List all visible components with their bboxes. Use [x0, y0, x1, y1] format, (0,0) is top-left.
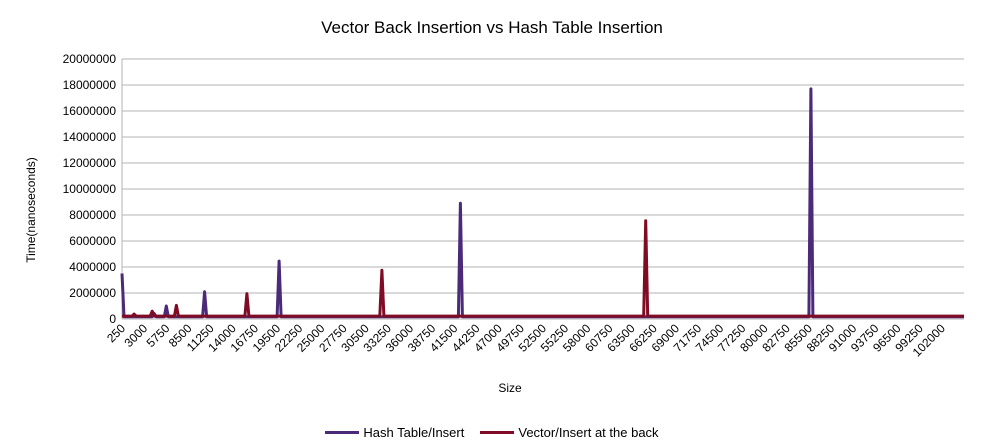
y-tick-label: 0: [109, 312, 116, 326]
x-tick-label: 5750: [144, 321, 173, 350]
y-tick-label: 8000000: [69, 208, 116, 222]
y-tick-label: 20000000: [63, 52, 117, 66]
series-line-1: [122, 219, 964, 318]
legend-swatch-vector: [480, 431, 515, 434]
y-tick-label: 4000000: [69, 260, 116, 274]
series-lines: [120, 87, 964, 319]
gridlines: [122, 58, 964, 294]
y-tick-label: 6000000: [69, 234, 116, 248]
legend: Hash Table/Insert Vector/Insert at the b…: [0, 425, 984, 440]
legend-swatch-hash-table: [325, 431, 360, 434]
x-tick-labels: 2503000575085001125014000167501950022250…: [104, 321, 948, 359]
y-tick-label: 14000000: [63, 130, 117, 144]
chart-title: Vector Back Insertion vs Hash Table Inse…: [321, 18, 663, 37]
y-tick-label: 18000000: [63, 78, 117, 92]
y-tick-label: 10000000: [63, 182, 117, 196]
series-line-0: [120, 87, 964, 319]
y-axis-label: Time(nanoseconds): [24, 157, 38, 263]
y-tick-label: 16000000: [63, 104, 117, 118]
legend-label-vector: Vector/Insert at the back: [518, 425, 659, 440]
x-tick-label: 3000: [121, 321, 150, 350]
y-tick-label: 12000000: [63, 156, 117, 170]
y-tick-labels: 0 2000000 4000000 6000000 8000000 10000000 120…: [63, 52, 117, 326]
legend-item-vector: Vector/Insert at the back: [480, 425, 659, 440]
legend-item-hash-table: Hash Table/Insert: [325, 425, 464, 440]
y-tick-label: 2000000: [69, 286, 116, 300]
x-axis-label: Size: [498, 381, 522, 395]
legend-label-hash-table: Hash Table/Insert: [363, 425, 465, 440]
